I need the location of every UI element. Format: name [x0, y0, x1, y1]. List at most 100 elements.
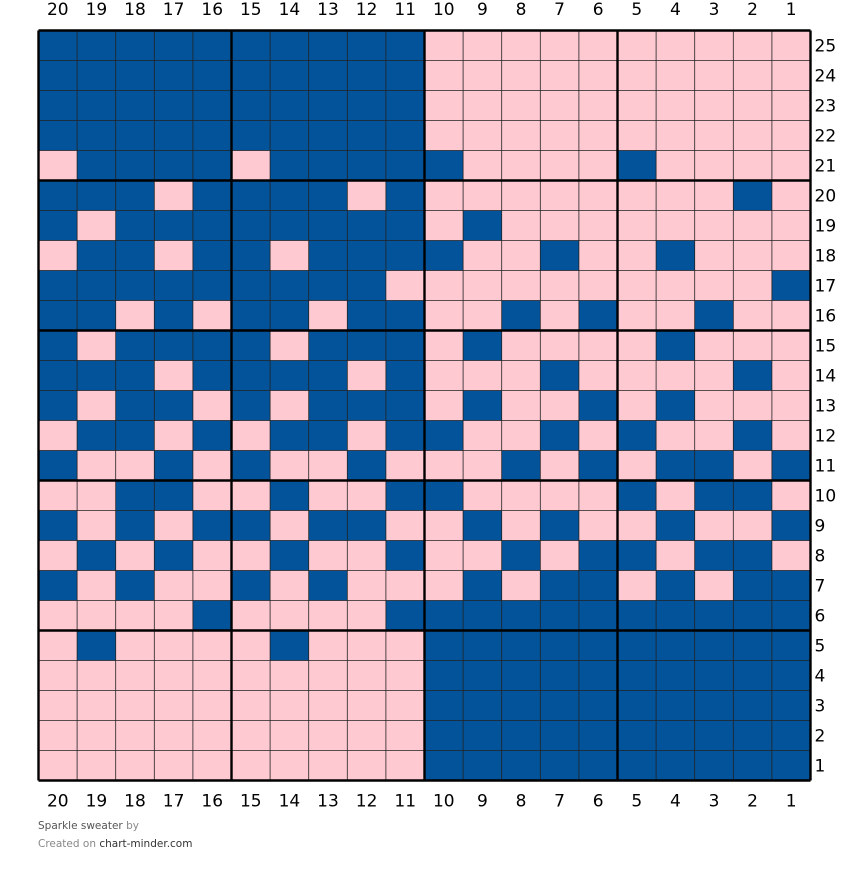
chart-cell [501, 690, 541, 721]
knitting-chart: 20 19 18 17 16 15 14 13 12 11 10 9 8 7 6 5 4 3 2 1 20 19 18 17… [37, 0, 837, 812]
chart-cell [347, 150, 386, 181]
chart-cell [656, 330, 695, 361]
chart-cell [617, 660, 657, 691]
chart-cell [115, 480, 155, 511]
chart-cell [771, 600, 811, 631]
chart-cell [771, 510, 811, 541]
chart-cell [347, 330, 386, 361]
chart-cell [771, 210, 811, 241]
column-label: 19 [86, 0, 108, 20]
chart-cell [540, 180, 579, 211]
chart-cell [385, 540, 425, 571]
chart-cell [694, 240, 734, 271]
chart-cell [463, 540, 502, 571]
chart-cell [656, 600, 695, 631]
chart-cell [38, 330, 78, 361]
chart-cell [270, 60, 309, 91]
chart-cell [424, 180, 464, 211]
chart-cell [154, 270, 193, 301]
chart-cell [77, 660, 116, 691]
chart-cell [270, 540, 309, 571]
chart-cell [231, 720, 271, 751]
chart-cell [617, 180, 657, 211]
chart-cell [463, 570, 502, 601]
chart-cell [231, 420, 271, 451]
chart-cell [77, 150, 116, 181]
row-label: 3 [815, 697, 826, 717]
chart-cell [540, 390, 579, 421]
column-label: 16 [201, 0, 223, 20]
chart-cell [733, 450, 772, 481]
chart-cell [733, 300, 772, 331]
chart-cell [347, 240, 386, 271]
chart-cell [270, 120, 309, 151]
chart-cell [578, 720, 618, 751]
chart-cell [385, 390, 425, 421]
chart-cell [578, 120, 618, 151]
chart-cell [733, 570, 772, 601]
chart-cell [154, 150, 193, 181]
chart-cell [771, 630, 811, 661]
chart-cell [771, 30, 811, 61]
chart-cell [578, 150, 618, 181]
chart-cell [385, 720, 425, 751]
chart-cell [115, 300, 155, 331]
row-label: 11 [815, 457, 837, 477]
site-link[interactable]: chart-minder.com [99, 838, 193, 850]
chart-cell [192, 30, 232, 61]
chart-cell [308, 390, 348, 421]
chart-cell [771, 690, 811, 721]
chart-cell [77, 60, 116, 91]
chart-cell [656, 390, 695, 421]
chart-cell [771, 270, 811, 301]
chart-cell [463, 510, 502, 541]
chart-cell [192, 450, 232, 481]
chart-cell [347, 450, 386, 481]
chart-cell [115, 510, 155, 541]
chart-cell [192, 390, 232, 421]
chart-cell [540, 210, 579, 241]
chart-cell [424, 150, 464, 181]
chart-cell [385, 630, 425, 661]
chart-cell [424, 420, 464, 451]
chart-cell [270, 420, 309, 451]
chart-cell [463, 30, 502, 61]
chart-cell [38, 390, 78, 421]
row-label: 21 [815, 157, 837, 177]
chart-cell [656, 660, 695, 691]
chart-cell [385, 300, 425, 331]
chart-cell [771, 300, 811, 331]
chart-cell [308, 720, 348, 751]
chart-cell [733, 660, 772, 691]
column-label: 16 [201, 792, 223, 812]
chart-cell [463, 120, 502, 151]
chart-cell [733, 90, 772, 121]
chart-cell [617, 600, 657, 631]
chart-cell [77, 180, 116, 211]
chart-cell [231, 240, 271, 271]
column-label: 18 [124, 0, 146, 20]
chart-cell [308, 120, 348, 151]
chart-cell [38, 450, 78, 481]
chart-cell [578, 60, 618, 91]
chart-cell [656, 360, 695, 391]
chart-cell [231, 330, 271, 361]
chart-cell [578, 630, 618, 661]
chart-cell [115, 390, 155, 421]
chart-cell [231, 390, 271, 421]
chart-cell [154, 720, 193, 751]
chart-cell [501, 360, 541, 391]
chart-cell [115, 330, 155, 361]
chart-cell [771, 120, 811, 151]
column-label: 2 [747, 0, 758, 20]
chart-cell [617, 120, 657, 151]
chart-cell [38, 60, 78, 91]
chart-cell [154, 240, 193, 271]
chart-cell [231, 150, 271, 181]
row-label: 5 [815, 637, 826, 657]
column-label: 2 [747, 792, 758, 812]
chart-cell [617, 270, 657, 301]
chart-cell [154, 90, 193, 121]
chart-cell [733, 330, 772, 361]
chart-cell [424, 510, 464, 541]
